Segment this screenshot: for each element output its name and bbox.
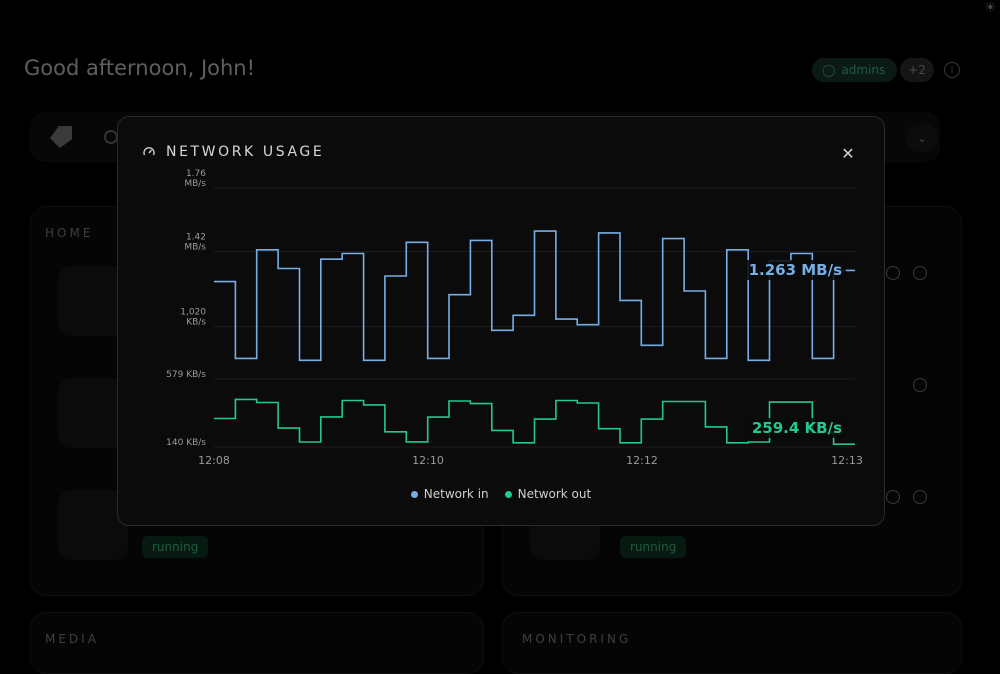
status-badge: running bbox=[620, 536, 687, 558]
info-icon[interactable] bbox=[913, 490, 927, 504]
x-tick-label: 12:12 bbox=[626, 454, 658, 467]
y-tick-label: 140 KB/s bbox=[166, 438, 206, 448]
section-label-home: HOME bbox=[45, 226, 94, 240]
y-tick-label: 1,020 bbox=[180, 308, 206, 318]
user-icon: ◯ bbox=[822, 63, 836, 77]
current-value-label: 259.4 KB/s bbox=[752, 419, 842, 437]
current-value-backdrop bbox=[746, 418, 846, 438]
x-tick-label: 12:13 bbox=[831, 454, 863, 467]
x-tick-label: 12:08 bbox=[198, 454, 230, 467]
chart-legend: Network in Network out bbox=[118, 487, 884, 501]
close-button[interactable]: ✕ bbox=[838, 143, 858, 163]
series-line-network-in bbox=[214, 230, 855, 362]
tag-icon bbox=[50, 126, 72, 148]
series-line-network-out bbox=[214, 398, 855, 445]
gauge-icon[interactable] bbox=[886, 266, 900, 280]
status-badge: running bbox=[142, 536, 209, 558]
current-value-backdrop bbox=[746, 260, 846, 280]
info-icon[interactable]: i bbox=[944, 62, 960, 78]
info-icon[interactable] bbox=[913, 266, 927, 280]
y-tick-label: MB/s bbox=[184, 243, 206, 253]
user-group-chip[interactable]: ◯ admins bbox=[812, 58, 898, 82]
legend-dot-network-out bbox=[504, 490, 512, 498]
y-tick-label: 1.76 bbox=[186, 169, 206, 179]
gauge-icon[interactable] bbox=[913, 378, 927, 392]
network-usage-modal: NETWORK USAGE ✕ 1,020 KB/s 1.42 MB/s 1.76 MB/… bbox=[117, 116, 885, 526]
y-tick-label: 579 KB/s bbox=[166, 370, 206, 380]
close-icon: ✕ bbox=[841, 143, 855, 163]
section-label-media: MEDIA bbox=[45, 632, 99, 646]
modal-title: NETWORK USAGE bbox=[166, 144, 325, 160]
more-groups-chip[interactable]: +2 bbox=[900, 58, 934, 82]
greeting: Good afternoon, John! bbox=[24, 56, 256, 80]
chevron-down-icon[interactable]: ⌄ bbox=[906, 124, 938, 152]
search-icon bbox=[104, 130, 118, 144]
legend-label-network-out: Network out bbox=[517, 487, 592, 501]
home-assistant-app-icon[interactable] bbox=[58, 266, 128, 336]
gauge-icon[interactable] bbox=[886, 490, 900, 504]
legend-dot-network-in bbox=[410, 490, 418, 498]
legend-item-network-out[interactable]: Network out bbox=[504, 487, 592, 501]
y-tick-label: 1.42 bbox=[186, 233, 206, 243]
adguard-app-icon[interactable] bbox=[58, 378, 128, 448]
legend-item-network-in[interactable]: Network in bbox=[410, 487, 489, 501]
y-tick-label: KB/s bbox=[186, 318, 206, 328]
user-group-label: admins bbox=[841, 63, 886, 77]
legend-label-network-in: Network in bbox=[423, 487, 489, 501]
gauge-icon bbox=[143, 147, 155, 156]
section-label-monitoring: MONITORING bbox=[522, 632, 632, 646]
theme-toggle-icon[interactable]: ☀ bbox=[984, 0, 997, 16]
current-value-label: 1.263 MB/s bbox=[749, 261, 843, 279]
y-tick-label: MB/s bbox=[184, 179, 206, 189]
x-tick-label: 12:10 bbox=[412, 454, 444, 467]
mealie-app-icon[interactable] bbox=[58, 490, 128, 560]
